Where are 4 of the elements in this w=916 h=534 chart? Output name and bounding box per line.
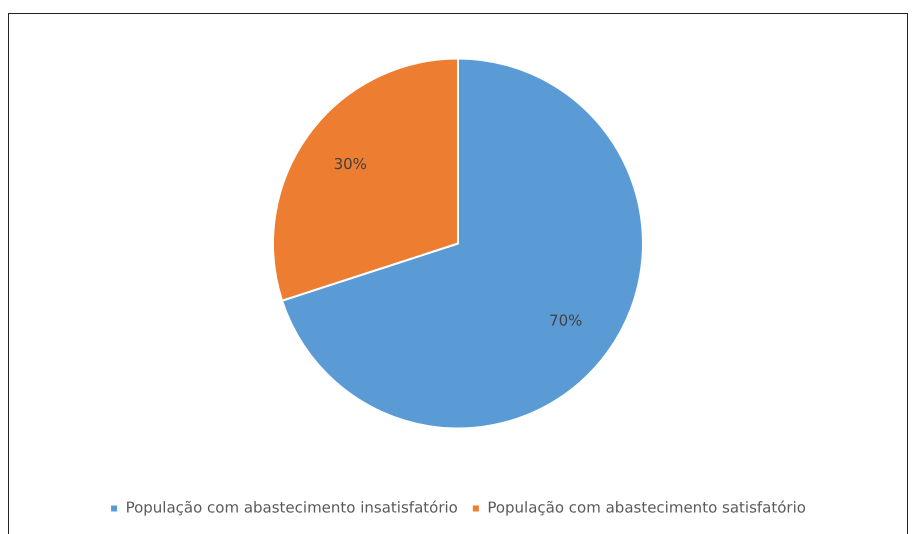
legend-label: População com abastecimento satisfatório	[487, 498, 806, 516]
legend-label: População com abastecimento insatisfatório	[126, 498, 458, 516]
data-label: 70%	[549, 312, 582, 330]
data-label: 30%	[334, 155, 367, 174]
